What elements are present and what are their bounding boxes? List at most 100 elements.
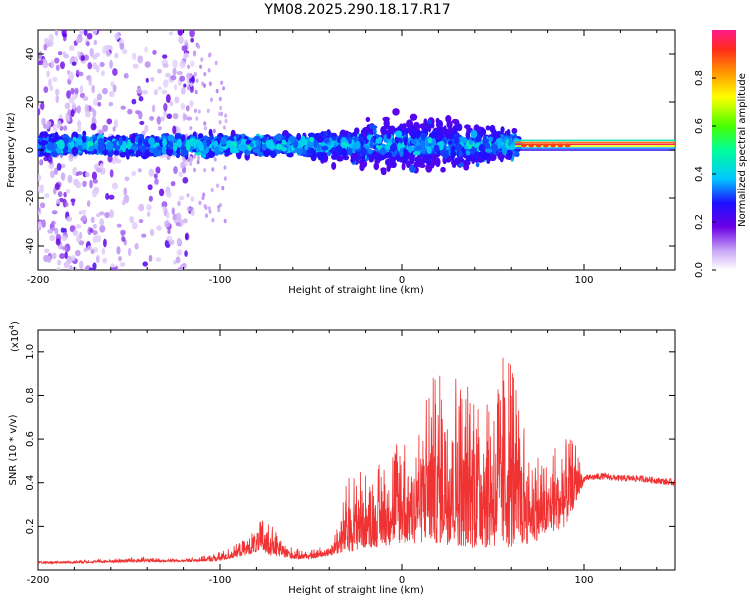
spec-blob [431,153,436,161]
spec-blob [85,41,90,47]
spectrogram-ylabel: Frequency (Hz) [6,112,17,188]
spec-blob [163,110,168,117]
spec-blob [218,120,222,125]
spec-blob [59,253,66,260]
spec-blob [187,64,191,70]
spec-blob [124,176,130,182]
spec-blob [425,163,433,173]
spec-blob [410,130,417,140]
spec-blob [179,161,186,169]
spec-blob [136,88,143,94]
spec-blob [506,128,511,137]
spec-blob [82,96,89,101]
spec-blob [55,64,60,72]
spec-blob [137,168,142,173]
spec-blob [38,60,44,66]
spec-blob [42,131,49,139]
spec-blob [189,73,193,78]
spec-blob [390,143,398,152]
spec-blob [93,148,98,155]
spec-blob [121,199,126,206]
spec-blob [93,39,98,46]
spec-blob [281,147,288,152]
spec-blob [180,86,186,95]
spec-blob [203,72,207,77]
spec-blob [176,138,182,148]
spec-blob [185,105,190,112]
spec-blob [210,187,214,193]
spec-blob [321,145,329,151]
spec-blob [38,226,41,231]
spec-blob [216,183,220,188]
spec-blob [423,118,428,128]
spec-blob [465,130,471,140]
spec-blob [99,218,105,227]
spec-blob [317,151,325,161]
spec-blob [76,105,81,114]
spec-blob [81,209,87,215]
spec-blob [50,170,55,179]
spec-blob [108,194,115,200]
spec-blob [138,110,143,120]
x-tick-label: 0 [399,575,405,586]
spec-blob [198,200,202,206]
spec-blob [166,113,173,120]
colorbar-tick-label: 0.4 [694,166,705,182]
spec-blob [112,84,117,93]
spec-blob [76,171,83,176]
spec-blob [130,138,136,144]
spec-blob [83,30,88,36]
spec-blob [167,229,171,235]
spec-blob [82,130,87,137]
spec-blob [478,144,486,152]
spec-blob [87,62,93,70]
spec-blob [57,191,63,198]
spec-blob [151,104,156,113]
spec-blob [399,147,404,158]
spec-blob [156,225,162,231]
spec-blob [186,116,193,121]
spec-blob [432,132,439,137]
colorbar-tick-label: 0.0 [694,262,705,278]
spec-blob [458,150,463,158]
spec-blob [223,176,227,181]
spec-blob [92,62,98,70]
spec-blob [132,63,139,69]
spec-blob [176,237,182,246]
spec-blob [134,243,139,250]
spec-blob [172,67,177,76]
spec-blob [50,220,56,226]
spec-blob [177,200,181,207]
x-tick-label: 100 [574,575,593,586]
spec-blob [203,83,207,88]
spec-blob [55,94,60,104]
spec-blob [370,137,375,142]
spec-blob [141,233,147,238]
spec-blob [489,127,495,133]
spec-blob [112,68,118,76]
spec-blob [41,219,46,228]
x-tick-label: -200 [27,575,50,586]
spec-blob [409,157,415,165]
spec-blob [292,139,299,149]
spec-blob [101,248,106,255]
spec-blob [249,142,254,148]
spec-blob [193,167,197,173]
spec-blob [65,189,71,194]
spec-blob [43,86,49,94]
spec-blob [177,126,181,135]
spec-blob [91,171,98,181]
spec-blob [125,153,130,160]
spec-blob [118,136,123,146]
spec-blob [173,166,178,175]
spec-blob [109,209,115,219]
spec-blob [460,136,468,143]
spec-blob [455,143,463,151]
spec-blob [71,61,77,66]
spec-blob [39,159,44,166]
colorbar-ticks: 0.0 0.2 0.4 0.6 0.8 [694,70,716,278]
spec-blob [200,152,207,159]
spec-blob [105,192,110,200]
spec-blob [172,112,179,120]
